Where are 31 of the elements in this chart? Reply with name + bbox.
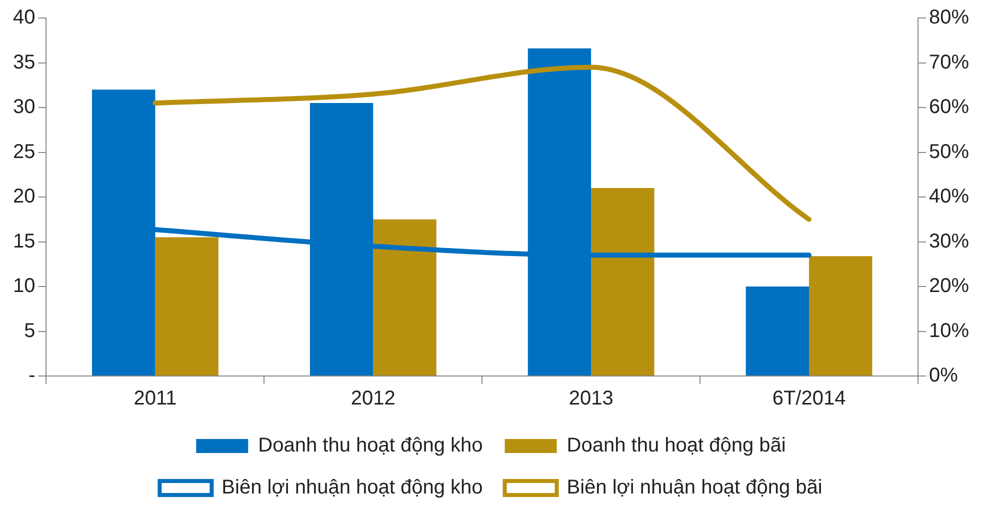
y-tick-label: 10 [12,275,36,298]
y-tick-label: 15 [12,230,36,252]
bar [155,237,218,376]
y2-tick-label: 20% [928,275,970,298]
bar [591,188,654,376]
y2-tick-label: 80% [928,6,970,29]
y-tick-label: 40 [12,6,36,29]
y-tick-label: 35 [12,51,36,74]
bar [809,256,872,376]
legend-label: Doanh thu hoạt động kho [258,434,483,457]
y2-tick-label: 50% [928,140,970,163]
x-tick-label: 2011 [134,388,177,410]
y2-tick-label: 70% [928,51,970,74]
y2-tick-label: 40% [928,186,970,208]
legend-label: Doanh thu hoạt động bãi [566,434,786,457]
x-tick-label: 6T/2014 [772,388,846,410]
y2-tick-label: 30% [928,230,970,252]
y-tick-label: - [28,364,36,387]
x-tick-label: 2012 [350,388,396,410]
legend-label: Biên lợi nhuận hoạt động kho [222,476,483,499]
y2-tick-label: 0% [928,364,958,387]
x-tick-label: 2013 [568,388,614,410]
y-tick-label: 30 [12,96,36,118]
y2-tick-label: 10% [928,320,970,342]
bar [746,286,810,376]
y2-tick-label: 60% [928,96,970,118]
legend-label: Biên lợi nhuận hoạt động bãi [566,476,822,499]
y-tick-label: 5 [24,320,36,342]
bar [373,219,436,376]
y-tick-label: 25 [12,140,36,163]
y-tick-label: 20 [12,186,36,208]
